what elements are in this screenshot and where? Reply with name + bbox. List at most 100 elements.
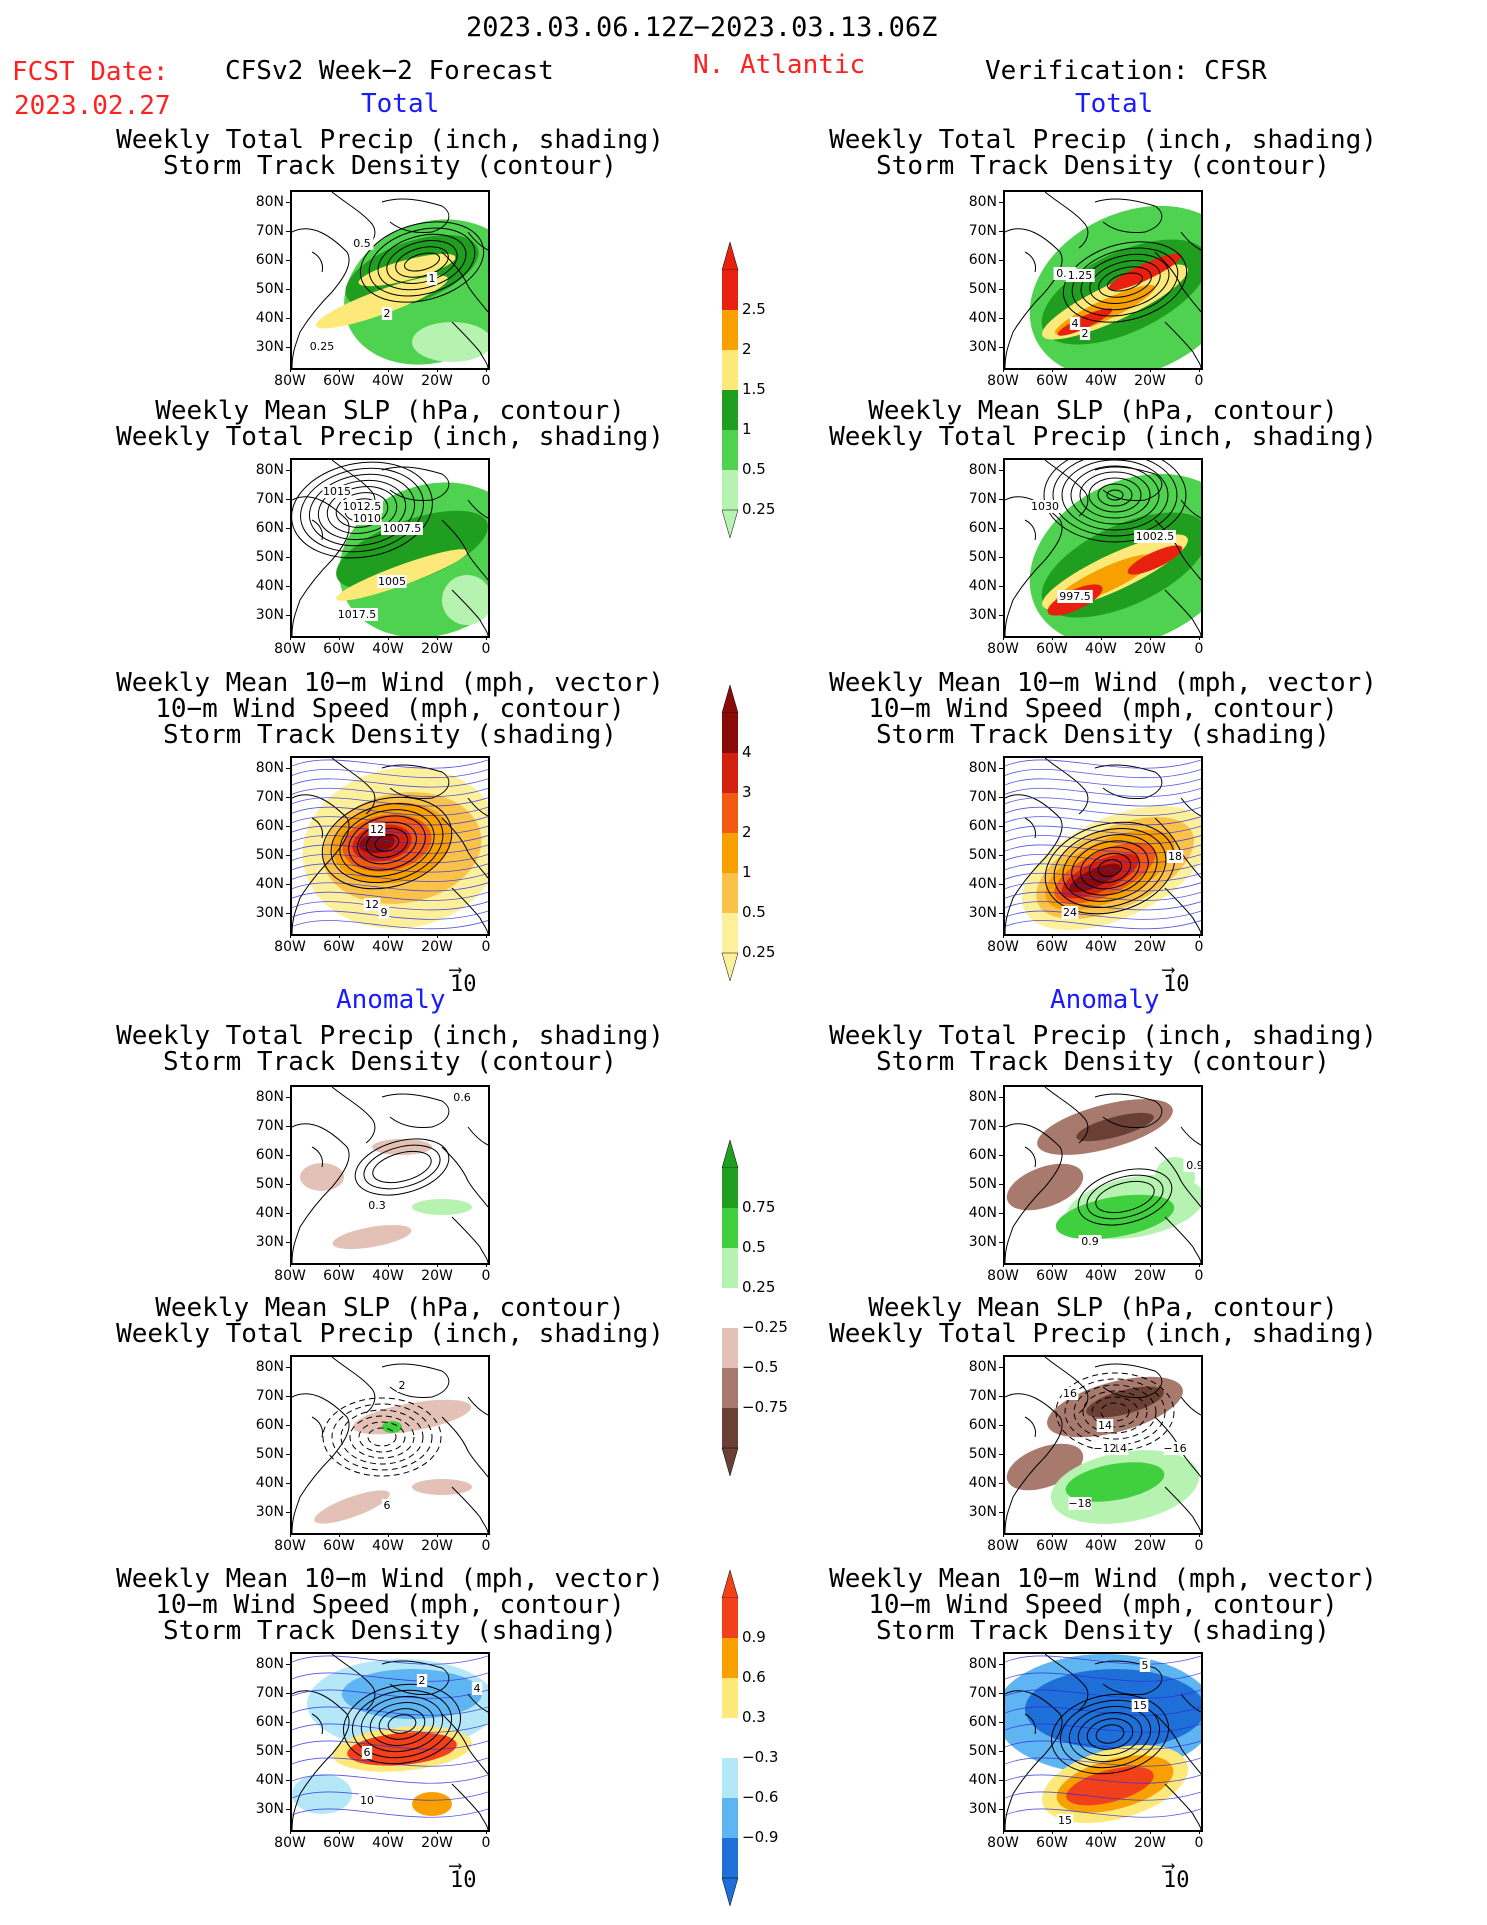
lat-tick bbox=[286, 884, 290, 885]
lat-label: 30N bbox=[968, 1504, 997, 1520]
lon-label: 60W bbox=[323, 1835, 355, 1851]
lon-tick bbox=[388, 636, 389, 640]
svg-text:1012.5: 1012.5 bbox=[343, 500, 382, 513]
verification-total-slp-panel-title-line: Weekly Total Precip (inch, shading) bbox=[829, 422, 1377, 452]
lat-label: 70N bbox=[968, 1118, 997, 1134]
lat-label: 70N bbox=[968, 491, 997, 507]
lat-tick bbox=[999, 557, 1003, 558]
svg-text:1015: 1015 bbox=[323, 485, 351, 498]
lat-label: 50N bbox=[255, 1446, 284, 1462]
lon-label: 0 bbox=[481, 373, 491, 389]
lat-label: 60N bbox=[255, 520, 284, 536]
lat-tick bbox=[999, 231, 1003, 232]
forecast-total-label: Total bbox=[361, 89, 440, 119]
lon-tick bbox=[1150, 934, 1151, 938]
lat-label: 30N bbox=[968, 607, 997, 623]
lat-tick bbox=[286, 1454, 290, 1455]
lat-tick bbox=[999, 855, 1003, 856]
lon-tick bbox=[437, 368, 438, 372]
precip-anomaly-colorbar-label: 0.75 bbox=[742, 1198, 776, 1216]
lat-tick bbox=[286, 1722, 290, 1723]
lon-tick bbox=[388, 1830, 389, 1834]
precip-anomaly-colorbar-label: 0.25 bbox=[742, 1278, 776, 1296]
lat-tick bbox=[999, 884, 1003, 885]
precip-anomaly-colorbar-segment bbox=[722, 1208, 738, 1248]
lat-label: 80N bbox=[255, 1359, 284, 1375]
lon-label: 20W bbox=[1134, 373, 1166, 389]
lon-label: 0 bbox=[1194, 1268, 1204, 1284]
lat-tick bbox=[999, 470, 1003, 471]
lat-tick bbox=[286, 826, 290, 827]
svg-text:2: 2 bbox=[384, 307, 391, 320]
precip-anomaly-colorbar-segment bbox=[722, 1248, 738, 1288]
lat-tick bbox=[999, 615, 1003, 616]
lon-tick bbox=[1199, 368, 1200, 372]
lat-label: 60N bbox=[968, 1714, 997, 1730]
lon-tick bbox=[388, 1263, 389, 1267]
lat-tick bbox=[999, 1425, 1003, 1426]
lon-label: 0 bbox=[481, 1268, 491, 1284]
lat-tick bbox=[286, 1155, 290, 1156]
lat-tick bbox=[286, 1184, 290, 1185]
lat-tick bbox=[999, 1512, 1003, 1513]
precip-anomaly-colorbar-label: −0.25 bbox=[742, 1318, 788, 1336]
svg-text:1005: 1005 bbox=[378, 575, 406, 588]
storm-anomaly-colorbar-label: 0.3 bbox=[742, 1708, 766, 1726]
verification-total-precip-panel-map: 0.5 1.25 4 2 bbox=[1003, 190, 1203, 370]
svg-text:0.25: 0.25 bbox=[310, 340, 335, 353]
lat-tick bbox=[999, 1213, 1003, 1214]
lat-label: 40N bbox=[968, 578, 997, 594]
lat-tick bbox=[286, 347, 290, 348]
precip-total-colorbar-segment bbox=[722, 390, 738, 430]
svg-text:2: 2 bbox=[399, 1379, 406, 1392]
vector-reference: ⟶ 10 bbox=[450, 959, 477, 997]
lon-label: 20W bbox=[421, 1268, 453, 1284]
verification-total-label: Total bbox=[1075, 89, 1154, 119]
lat-label: 30N bbox=[255, 339, 284, 355]
lat-label: 60N bbox=[968, 1417, 997, 1433]
lat-label: 50N bbox=[968, 281, 997, 297]
lat-label: 50N bbox=[255, 549, 284, 565]
lon-label: 80W bbox=[987, 1268, 1019, 1284]
lat-tick bbox=[999, 1751, 1003, 1752]
precip-total-colorbar-segment bbox=[722, 470, 738, 510]
forecast-total-wind-panel-title-line: 10−m Wind Speed (mph, contour) bbox=[155, 694, 625, 724]
verification-title: Verification: CFSR bbox=[985, 56, 1267, 86]
lat-tick bbox=[286, 1367, 290, 1368]
vector-reference-value: 10 bbox=[450, 972, 477, 997]
lon-tick bbox=[1101, 636, 1102, 640]
lon-label: 0 bbox=[1194, 1835, 1204, 1851]
lon-label: 0 bbox=[481, 1538, 491, 1554]
lon-tick bbox=[1101, 1533, 1102, 1537]
lat-label: 30N bbox=[968, 905, 997, 921]
lon-label: 60W bbox=[1036, 939, 1068, 955]
lon-tick bbox=[437, 1830, 438, 1834]
svg-text:2: 2 bbox=[1082, 327, 1089, 340]
storm-anomaly-colorbar-segment bbox=[722, 1798, 738, 1838]
lon-tick bbox=[486, 1533, 487, 1537]
lon-tick bbox=[1199, 1533, 1200, 1537]
svg-text:1.25: 1.25 bbox=[1068, 269, 1093, 282]
lat-tick bbox=[286, 528, 290, 529]
lon-label: 60W bbox=[1036, 1538, 1068, 1554]
lat-tick bbox=[999, 913, 1003, 914]
svg-text:6: 6 bbox=[384, 1499, 391, 1512]
lon-label: 40W bbox=[372, 641, 404, 657]
lat-label: 30N bbox=[255, 1234, 284, 1250]
forecast-anom-precip-panel-title-line: Weekly Total Precip (inch, shading) bbox=[116, 1021, 664, 1051]
lon-label: 60W bbox=[323, 939, 355, 955]
lon-tick bbox=[290, 1830, 291, 1834]
storm-anomaly-colorbar-segment bbox=[722, 1758, 738, 1798]
precip-total-colorbar-segment bbox=[722, 270, 738, 310]
lat-tick bbox=[286, 913, 290, 914]
lat-tick bbox=[999, 528, 1003, 529]
storm-total-colorbar-segment bbox=[722, 713, 738, 753]
vector-reference: ⟶ 10 bbox=[1163, 959, 1190, 997]
svg-text:15: 15 bbox=[1133, 1699, 1147, 1712]
lon-tick bbox=[437, 1263, 438, 1267]
vector-reference-value: 10 bbox=[450, 1868, 477, 1893]
verification-anom-slp-panel-map: 16 14 14 −12 −16 −18 bbox=[1003, 1355, 1203, 1535]
lon-label: 40W bbox=[1085, 1268, 1117, 1284]
lat-label: 50N bbox=[255, 1743, 284, 1759]
lon-tick bbox=[1101, 934, 1102, 938]
